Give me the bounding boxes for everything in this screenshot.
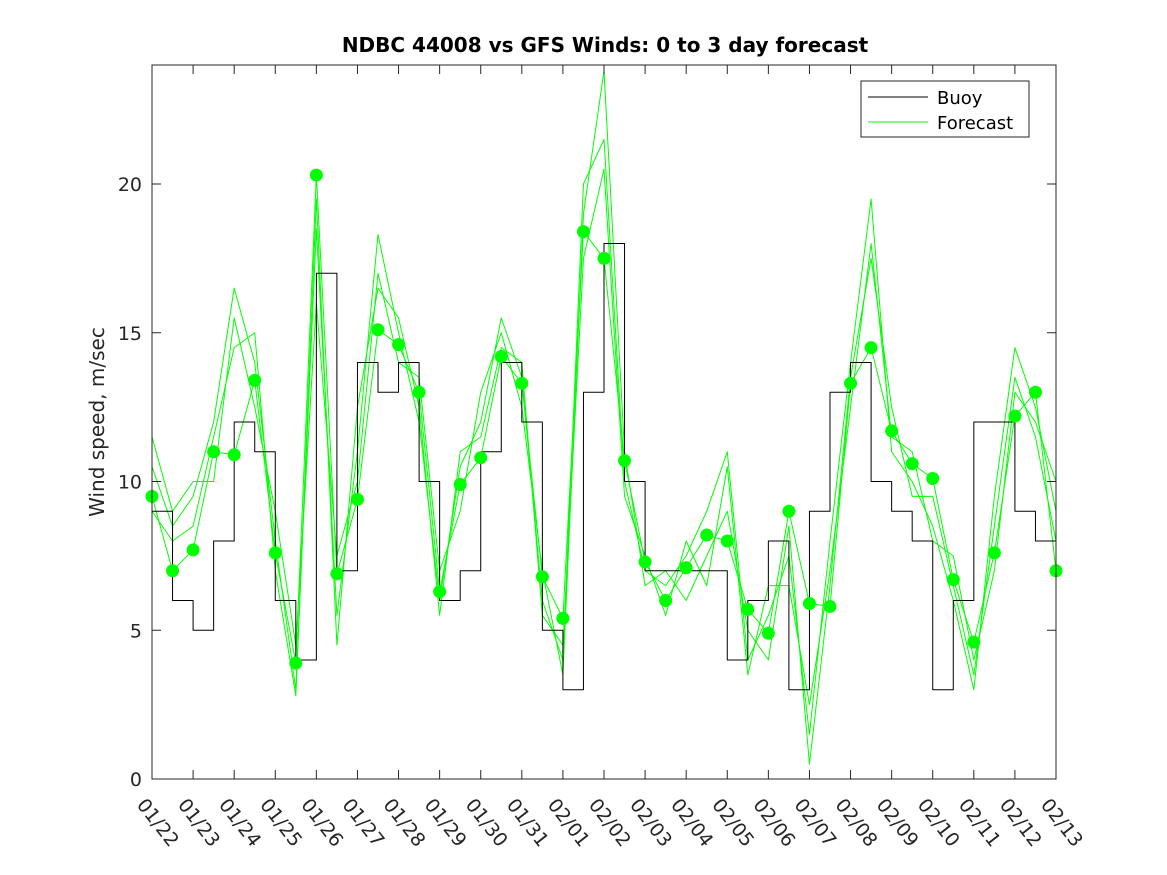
legend-box [860,80,1030,138]
forecast-point [412,385,426,399]
forecast-point [556,611,570,625]
forecast-point [330,567,344,581]
forecast-point [474,451,488,465]
forecast-point [453,477,467,491]
forecast-point [1008,409,1022,423]
forecast-point [392,338,406,352]
forecast-point [741,602,755,616]
forecast-point [186,543,200,557]
y-tick-label: 20 [118,174,142,196]
plot-area [145,64,1063,780]
y-tick-label: 5 [130,620,142,642]
forecast-point [166,564,180,578]
chart-title: NDBC 44008 vs GFS Winds: 0 to 3 day fore… [342,33,869,57]
forecast-point [597,251,611,265]
forecast-point [802,596,816,610]
y-tick-label: 10 [118,472,142,494]
forecast-point [967,635,981,649]
forecast-point [535,570,549,584]
forecast-point [309,168,323,182]
forecast-point [720,534,734,548]
forecast-point [885,424,899,438]
forecast-point [679,561,693,575]
forecast-point [823,599,837,613]
forecast-point [700,528,714,542]
forecast-point [207,445,221,459]
forecast-point [576,225,590,239]
forecast-point [1028,385,1042,399]
forecast-point [782,504,796,518]
legend-label-buoy: Buoy [937,88,983,109]
y-tick-label: 0 [130,769,142,791]
forecast-point [638,555,652,569]
y-axis: 0 5 10 15 20 [118,174,1056,791]
forecast-point [761,626,775,640]
legend-label-forecast: Forecast [937,113,1013,134]
y-axis-label: Wind speed, m/sec [85,327,109,517]
forecast-point [905,457,919,471]
forecast-point [515,376,529,390]
forecast-point [433,585,447,599]
forecast-point [618,454,632,468]
forecast-point [494,350,508,364]
forecast-point [248,373,262,387]
forecast-point [227,448,241,462]
forecast-point [844,376,858,390]
series-line-forecast [151,168,1057,706]
forecast-point [268,546,282,560]
legend: Buoy Forecast [860,80,1030,138]
forecast-point [987,546,1001,560]
forecast-point [289,656,303,670]
forecast-point [371,323,385,337]
forecast-point [864,341,878,355]
forecast-point [926,472,940,486]
y-tick-label: 15 [118,323,142,345]
forecast-point [659,594,673,607]
forecast-point [350,492,364,506]
forecast-point [946,573,960,587]
